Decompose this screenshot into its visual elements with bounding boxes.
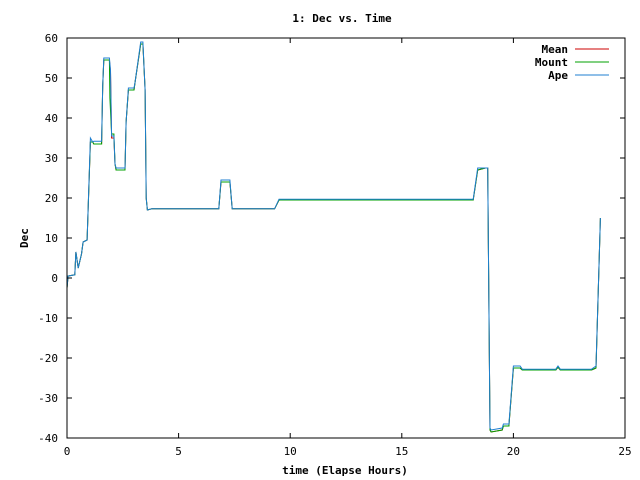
plot-frame (66, 37, 626, 439)
x-tick-label: 15 (395, 445, 408, 458)
y-tick-label: -30 (38, 392, 58, 405)
legend-label-mount: Mount (535, 56, 568, 69)
y-tick-label: 40 (45, 112, 58, 125)
y-tick-label: 10 (45, 232, 58, 245)
legend-label-ape: Ape (548, 69, 568, 82)
y-tick-label: 0 (51, 272, 58, 285)
chart-title: 1: Dec vs. Time (292, 12, 392, 25)
y-tick-label: -10 (38, 312, 58, 325)
y-tick-label: 60 (45, 32, 58, 45)
x-tick-label: 10 (284, 445, 297, 458)
axes: 0 5 10 15 20 25 -40 -30 -20 -10 0 10 20 30 40 50 60 (38, 32, 632, 458)
plot-lines (66, 41, 601, 433)
x-tick-label: 25 (618, 445, 631, 458)
series-line-ape (66, 41, 601, 431)
y-tick-label: 30 (45, 152, 58, 165)
series-line-mean (66, 43, 601, 433)
x-tick-label: 0 (64, 445, 71, 458)
y-tick-label: -20 (38, 352, 58, 365)
x-axis-label: time (Elapse Hours) (282, 464, 408, 477)
y-axis-label: Dec (18, 228, 31, 248)
y-tick-label: 50 (45, 72, 58, 85)
x-tick-label: 20 (507, 445, 520, 458)
y-tick-label: -40 (38, 432, 58, 445)
series-line-mount (66, 43, 601, 433)
legend-label-mean: Mean (542, 43, 569, 56)
x-tick-label: 5 (175, 445, 182, 458)
y-tick-label: 20 (45, 192, 58, 205)
